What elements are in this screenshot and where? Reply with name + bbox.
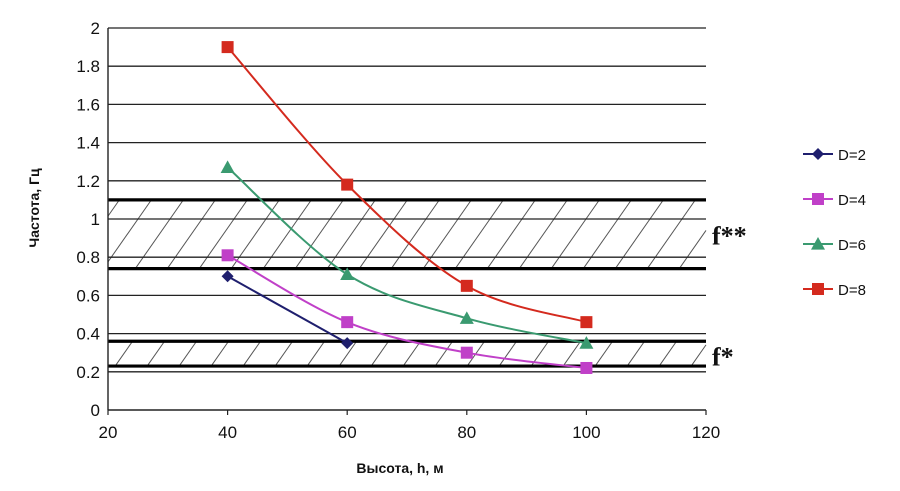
- band-hatch-line: [454, 199, 504, 269]
- band-label: f*: [712, 343, 734, 372]
- legend-label: D=8: [838, 282, 866, 299]
- y-tick-label: 1.6: [76, 95, 100, 114]
- y-axis-title: Частота, Гц: [26, 168, 42, 248]
- legend-item: D=2: [803, 147, 866, 164]
- band-hatch-line: [626, 340, 645, 367]
- legend-marker: [812, 283, 824, 295]
- band-label: f**: [712, 221, 747, 250]
- band-hatch-line: [550, 199, 600, 269]
- y-tick-label: 2: [91, 19, 100, 38]
- data-point: [579, 336, 594, 349]
- band-hatch-line: [294, 199, 344, 269]
- plot-area: [107, 27, 707, 415]
- data-point: [220, 160, 235, 174]
- band-hatch-line: [646, 199, 696, 269]
- series-layer: [220, 41, 594, 374]
- x-tick-label: 120: [692, 423, 720, 442]
- band-hatch-line: [658, 340, 677, 367]
- band-hatch-line: [326, 199, 376, 269]
- band-hatch-line: [486, 199, 536, 269]
- band-hatch-line: [107, 199, 152, 263]
- band-labels: f** f*: [712, 221, 747, 371]
- band-hatch-line: [338, 340, 357, 367]
- band-hatch-line: [107, 199, 120, 217]
- series-line: [226, 166, 587, 345]
- band-hatch-line: [178, 340, 197, 367]
- band-hatch-line: [114, 340, 133, 367]
- y-tick-label: 0.2: [76, 363, 100, 382]
- series-d-6: [220, 160, 594, 349]
- x-axis-title: Высота, h, м: [356, 460, 443, 476]
- series-d-4: [221, 249, 593, 374]
- band-hatch-line: [614, 199, 664, 269]
- y-tick-label: 1.8: [76, 57, 100, 76]
- band-hatch-line: [690, 344, 707, 367]
- y-tick-label: 1.4: [76, 134, 100, 153]
- tick-labels: 0 0.2 0.4 0.6 0.8 1 1.2 1.4 1.6 1.8 2 20 40 60 80 100 12…: [76, 19, 720, 442]
- x-tick-label: 80: [457, 423, 476, 442]
- legend-marker: [812, 148, 824, 160]
- band-hatch-line: [594, 340, 613, 367]
- series-d-8: [221, 41, 593, 329]
- grid-layer: [108, 27, 706, 373]
- data-point: [460, 279, 473, 292]
- data-point: [580, 361, 593, 374]
- legend-label: D=2: [838, 147, 866, 164]
- data-point: [580, 316, 593, 329]
- band-hatch-line: [274, 340, 293, 367]
- data-point: [341, 316, 354, 329]
- band-hatch-line: [562, 340, 581, 367]
- data-point: [459, 311, 474, 324]
- band-hatch-line: [210, 340, 229, 367]
- band-hatch-line: [306, 340, 325, 367]
- series-d-2: [221, 270, 354, 350]
- band-hatch-line: [678, 230, 707, 269]
- data-point: [460, 346, 473, 359]
- legend-label: D=4: [838, 192, 866, 209]
- x-tick-label: 60: [338, 423, 357, 442]
- x-tick-label: 40: [218, 423, 237, 442]
- band-hatch-line: [518, 199, 568, 269]
- data-point: [340, 267, 355, 280]
- legend-item: D=8: [803, 282, 866, 299]
- series-line: [227, 254, 587, 369]
- x-tick-label: 20: [99, 423, 118, 442]
- x-axis-title-text: Высота, h, м: [356, 460, 443, 476]
- legend: D=2 D=4 D=6 D=8: [803, 147, 866, 299]
- band-hatch-line: [434, 340, 453, 367]
- y-tick-label: 0.8: [76, 248, 100, 267]
- y-tick-label: 1: [91, 210, 100, 229]
- band-hatch-line: [146, 340, 165, 367]
- data-point: [221, 270, 234, 283]
- series-line: [227, 275, 348, 345]
- y-tick-label: 0.4: [76, 325, 100, 344]
- legend-label: D=6: [838, 237, 866, 254]
- data-point: [221, 41, 234, 54]
- band-hatch-line: [498, 340, 517, 367]
- data-point: [221, 249, 234, 262]
- band-hatch-line: [134, 199, 184, 269]
- legend-item: D=6: [803, 237, 866, 254]
- band-hatch-line: [582, 199, 632, 269]
- series-line: [226, 46, 587, 324]
- y-tick-label: 1.2: [76, 172, 100, 191]
- data-point: [341, 178, 354, 191]
- legend-item: D=4: [803, 192, 866, 209]
- legend-marker: [811, 237, 825, 250]
- band-hatch-line: [370, 340, 389, 367]
- band-hatch-line: [402, 340, 421, 367]
- y-axis-title-text: Частота, Гц: [26, 168, 42, 248]
- data-point: [341, 337, 354, 350]
- band-hatch-line: [422, 199, 472, 269]
- legend-marker: [812, 193, 824, 205]
- band-hatch-line: [242, 340, 261, 367]
- axis-layer: [107, 28, 707, 415]
- y-tick-label: 0: [91, 401, 100, 420]
- x-tick-label: 100: [572, 423, 600, 442]
- y-tick-label: 0.6: [76, 286, 100, 305]
- band-hatch-line: [166, 199, 216, 269]
